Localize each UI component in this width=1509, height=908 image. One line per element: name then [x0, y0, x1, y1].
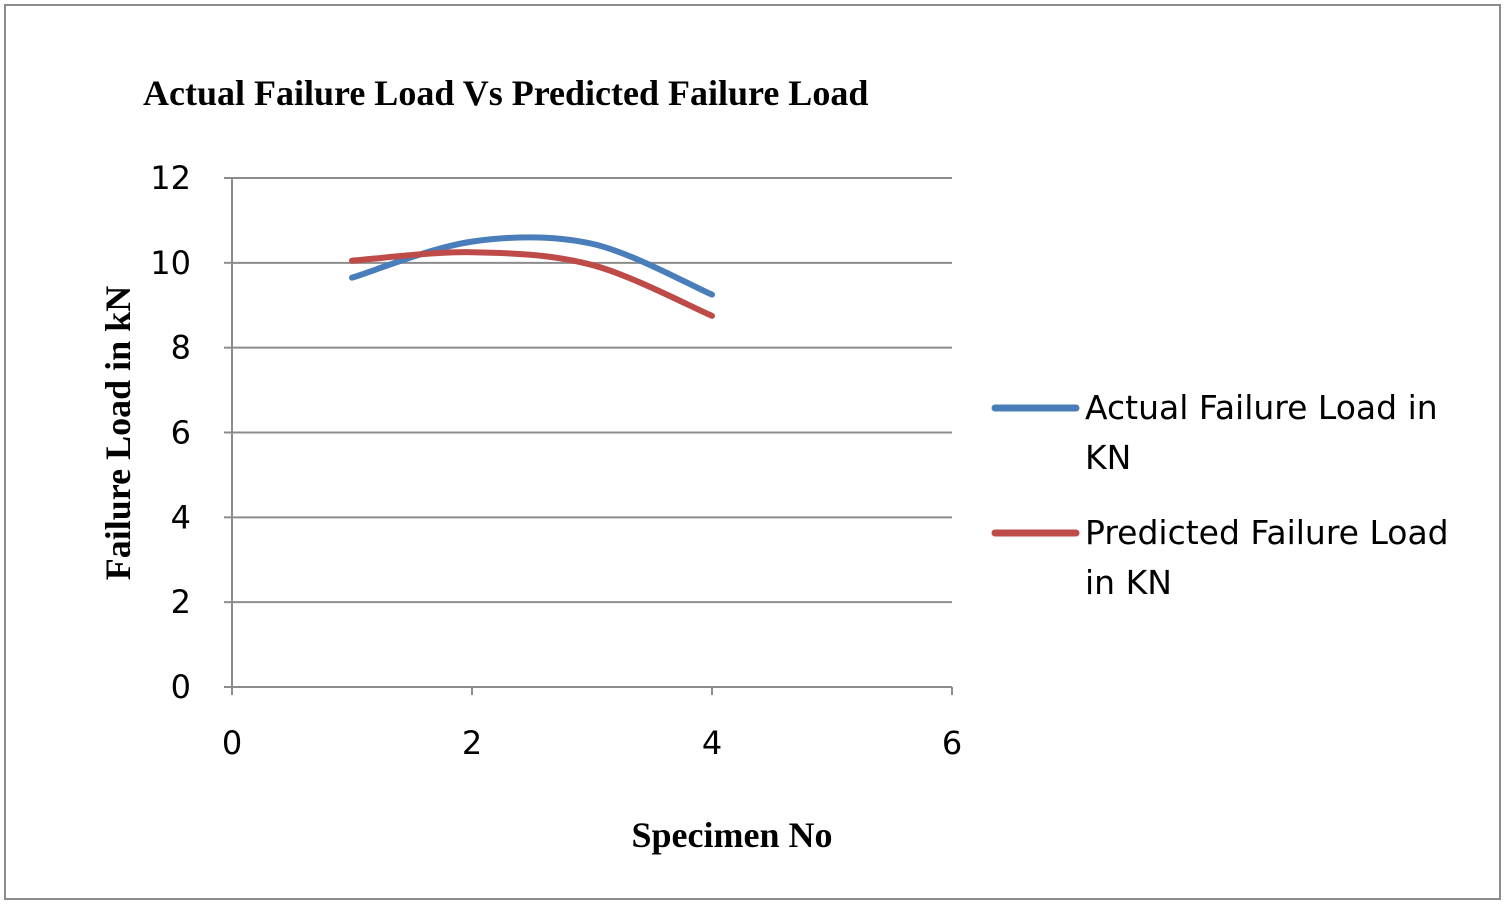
- legend-label-actual: KN: [1085, 438, 1131, 477]
- y-tick-label: 12: [150, 159, 191, 197]
- ticks-group: 0 2 4 6 8 10 12 0 2 4 6: [150, 159, 962, 762]
- y-tick-label: 0: [171, 668, 191, 706]
- series-line-actual: [349, 234, 715, 298]
- chart-title: Actual Failure Load Vs Predicted Failure…: [143, 73, 868, 113]
- series-line-predicted: [349, 249, 715, 319]
- y-tick-label: 2: [171, 583, 191, 621]
- y-tick-label: 4: [171, 498, 191, 536]
- x-tick-label: 4: [702, 724, 722, 762]
- legend-label-actual: Actual Failure Load in: [1085, 388, 1438, 427]
- x-tick-label: 6: [942, 724, 962, 762]
- y-tick-label: 6: [171, 414, 191, 452]
- legend-label-predicted: in KN: [1085, 563, 1172, 602]
- series-group: [349, 234, 715, 319]
- y-axis-title: Failure Load in kN: [98, 286, 138, 580]
- chart-frame: [4, 4, 1501, 900]
- x-tick-label: 0: [222, 724, 242, 762]
- y-tick-label: 8: [171, 329, 191, 367]
- y-tick-label: 10: [150, 244, 191, 282]
- x-axis-title: Specimen No: [632, 815, 833, 855]
- legend: Actual Failure Load in KN Predicted Failur…: [991, 388, 1449, 602]
- x-tick-label: 2: [462, 724, 482, 762]
- legend-label-predicted: Predicted Failure Load: [1085, 513, 1449, 552]
